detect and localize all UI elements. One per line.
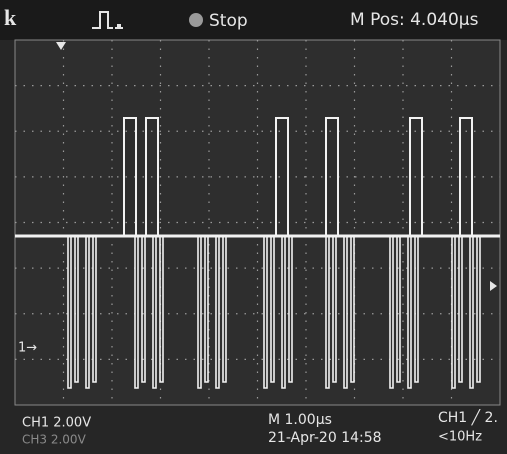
ch1-scale: CH1 2.00V xyxy=(22,416,91,431)
timebase: M 1.00µs xyxy=(268,412,332,428)
run-status: Stop xyxy=(209,11,248,31)
page: k Stop M Pos: 4.040µs 1→ CH1 2.00V CH3 2… xyxy=(0,0,507,454)
timestamp: 21-Apr-20 14:58 xyxy=(268,430,382,446)
horizontal-position: M Pos: 4.040µs xyxy=(350,10,479,30)
channel-marker: 1→ xyxy=(18,341,37,356)
stop-indicator xyxy=(189,13,203,27)
oscilloscope-screen: k Stop M Pos: 4.040µs 1→ CH1 2.00V CH3 2… xyxy=(0,0,507,454)
ch3-scale: CH3 2.00V xyxy=(22,433,87,447)
trigger-frequency: <10Hz xyxy=(438,430,482,445)
trigger-setting: CH1 ╱ 2. xyxy=(438,409,498,426)
graticule xyxy=(15,40,500,405)
brand-logo: k xyxy=(4,5,17,30)
